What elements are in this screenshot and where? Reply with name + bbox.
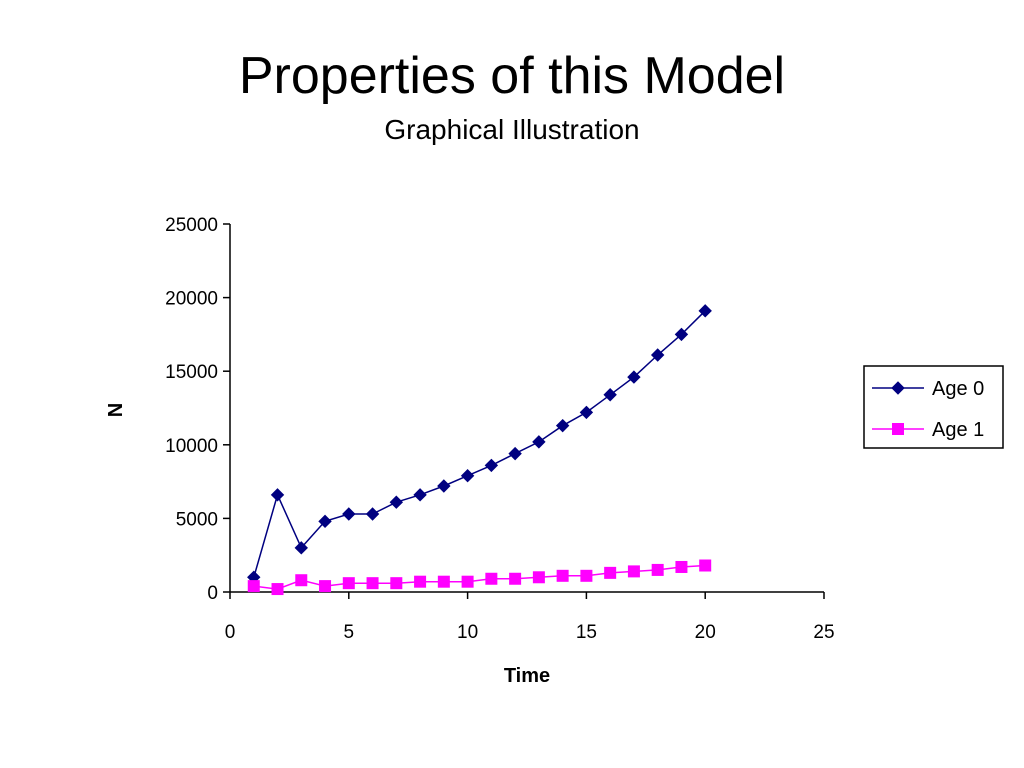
data-point-age-1	[580, 569, 593, 582]
data-point-age-1	[271, 583, 284, 596]
x-tick-label: 10	[457, 622, 478, 643]
legend-swatch-marker	[891, 381, 905, 395]
y-tick-label: 25000	[165, 215, 218, 236]
data-point-age-1	[342, 577, 355, 590]
data-point-age-0	[532, 435, 546, 449]
data-point-age-0	[342, 507, 356, 521]
data-point-age-1	[556, 569, 569, 582]
data-point-age-1	[366, 577, 379, 590]
legend-swatch-marker	[892, 423, 904, 435]
data-point-age-1	[247, 580, 260, 593]
data-point-age-1	[604, 566, 617, 579]
data-point-age-1	[461, 575, 474, 588]
x-tick-label: 5	[344, 622, 355, 643]
legend-item-age-0: Age 0	[872, 378, 984, 400]
data-point-age-0	[270, 488, 285, 502]
data-point-age-1	[627, 565, 640, 578]
data-point-age-1	[651, 563, 664, 576]
series-age-0	[247, 304, 712, 584]
x-tick-label: 25	[813, 622, 834, 643]
y-tick-label: 10000	[165, 436, 218, 457]
chart-axes: 0 5000 10000 15000 20000 25000 0 5 10 15 20 25 Time N	[105, 215, 835, 687]
data-point-age-1	[319, 580, 332, 593]
x-tick-label: 0	[225, 622, 236, 643]
slide-subtitle: Graphical Illustration	[384, 114, 640, 145]
chart-series	[247, 304, 712, 596]
data-point-age-0	[650, 348, 665, 362]
data-point-age-1	[485, 572, 498, 585]
legend-box	[863, 365, 1004, 449]
data-point-age-0	[413, 488, 427, 502]
data-point-age-0	[365, 507, 380, 521]
data-point-age-0	[674, 327, 689, 342]
data-point-age-1	[675, 560, 688, 573]
legend-label-age-0: Age 0	[932, 378, 984, 400]
y-axis-title: N	[105, 403, 127, 417]
data-point-age-0	[437, 479, 451, 493]
data-point-age-0	[389, 495, 404, 509]
y-tick-label: 20000	[165, 289, 218, 310]
x-tick-label: 20	[695, 622, 716, 643]
data-point-age-1	[414, 575, 427, 588]
chart-legend: Age 0 Age 1	[863, 365, 1004, 449]
series-line-age-0	[253, 310, 706, 578]
data-point-age-0	[603, 388, 617, 402]
data-point-age-0	[508, 446, 522, 461]
x-axis-title: Time	[504, 665, 550, 687]
y-tick-label: 15000	[165, 362, 218, 383]
data-point-age-0	[318, 514, 332, 529]
data-point-age-0	[484, 458, 499, 473]
y-tick-label: 0	[207, 583, 218, 604]
data-point-age-1	[295, 574, 308, 587]
data-point-age-0	[460, 469, 475, 483]
data-point-age-1	[390, 577, 403, 590]
legend-item-age-1: Age 1	[872, 419, 984, 441]
data-point-age-0	[579, 405, 594, 420]
data-point-age-0	[294, 541, 308, 555]
data-point-age-1	[532, 571, 545, 584]
data-point-age-0	[698, 304, 712, 318]
y-tick-label: 5000	[176, 509, 218, 530]
slide-title: Properties of this Model	[238, 47, 786, 105]
data-point-age-0	[627, 370, 641, 384]
data-point-age-1	[509, 572, 522, 585]
data-point-age-1	[699, 559, 712, 572]
data-point-age-0	[555, 418, 570, 433]
x-tick-label: 15	[576, 622, 597, 643]
series-age-1	[247, 559, 712, 596]
legend-label-age-1: Age 1	[932, 419, 984, 441]
data-point-age-1	[437, 575, 450, 588]
